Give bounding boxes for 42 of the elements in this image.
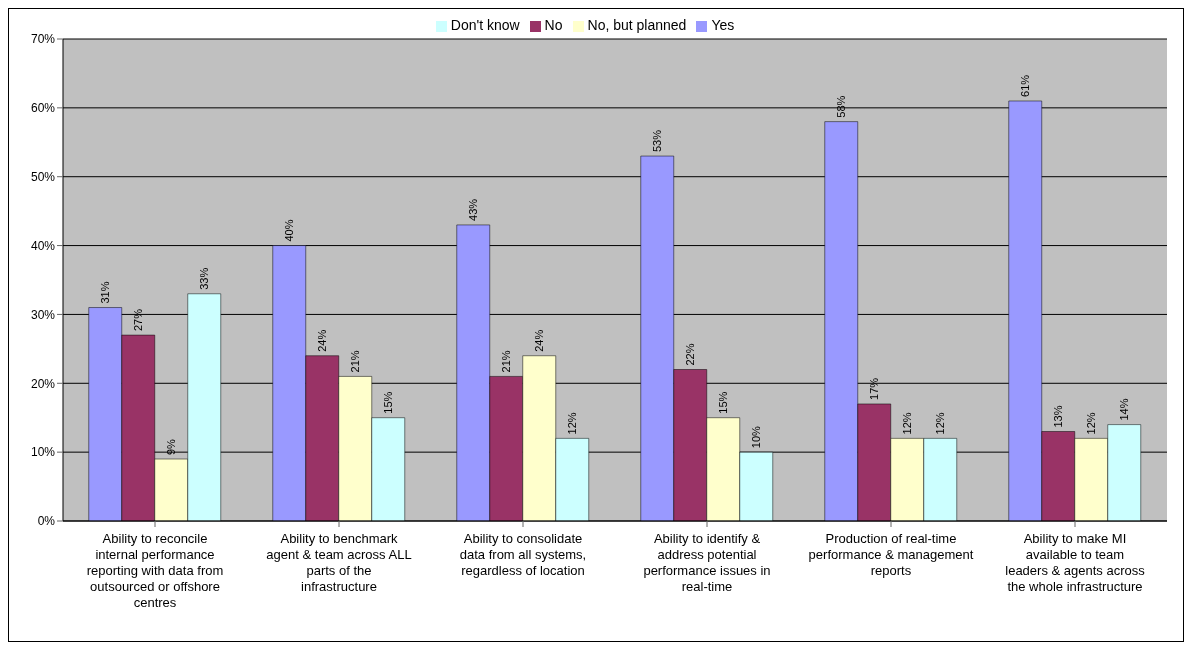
data-label: 12% <box>1085 412 1098 435</box>
data-label: 61% <box>1019 74 1032 97</box>
data-label: 53% <box>651 129 664 153</box>
data-label: 21% <box>349 350 362 373</box>
data-label: 14% <box>1118 398 1131 421</box>
data-label: 10% <box>750 425 763 449</box>
data-label: 15% <box>717 391 730 414</box>
data-label: 27% <box>132 308 145 332</box>
data-label: 12% <box>934 412 947 435</box>
y-tick-label: 10% <box>30 445 56 460</box>
data-label: 24% <box>316 329 329 352</box>
x-tick-label: Ability to reconcile internal performance reporting with data from outsourced or offshore centres <box>86 531 224 610</box>
x-tick-label: Ability to benchmark agent & team across ALL parts of the infrastructure <box>266 531 412 594</box>
legend-label: No, but planned <box>587 17 687 33</box>
data-label: 12% <box>566 412 579 435</box>
data-label: 22% <box>684 343 697 366</box>
y-tick-label: 30% <box>30 307 56 322</box>
legend-label: No <box>544 17 563 33</box>
legend-label: Don't know <box>450 17 520 33</box>
data-label: 13% <box>1052 405 1065 428</box>
data-label: 58% <box>835 95 848 118</box>
y-tick-label: 60% <box>30 101 56 116</box>
data-label: 9% <box>165 438 178 456</box>
data-label: 12% <box>901 412 914 435</box>
legend-label: Yes <box>711 17 735 33</box>
data-label: 33% <box>198 267 211 290</box>
y-tick-label: 40% <box>30 238 56 253</box>
data-label: 15% <box>382 391 395 414</box>
data-label: 21% <box>500 350 513 373</box>
x-tick-label: Ability to consolidate data from all systems, regardless of location <box>459 531 587 578</box>
x-tick-label: Ability to identify & address potential performance issues in real-time <box>643 531 771 594</box>
x-tick-label: Production of real-time performance & management reports <box>808 531 974 578</box>
data-label: 24% <box>533 329 546 352</box>
y-tick-label: 50% <box>30 169 56 184</box>
data-label: 43% <box>467 198 480 221</box>
data-label: 31% <box>99 281 112 304</box>
data-label: 40% <box>283 219 296 242</box>
x-tick-label: Ability to make MI available to team leaders & agents across the whole infrastructure <box>1005 531 1146 594</box>
y-tick-label: 0% <box>37 514 56 529</box>
y-tick-label: 70% <box>30 32 56 47</box>
y-tick-label: 20% <box>30 376 56 391</box>
data-label: 17% <box>868 377 881 400</box>
